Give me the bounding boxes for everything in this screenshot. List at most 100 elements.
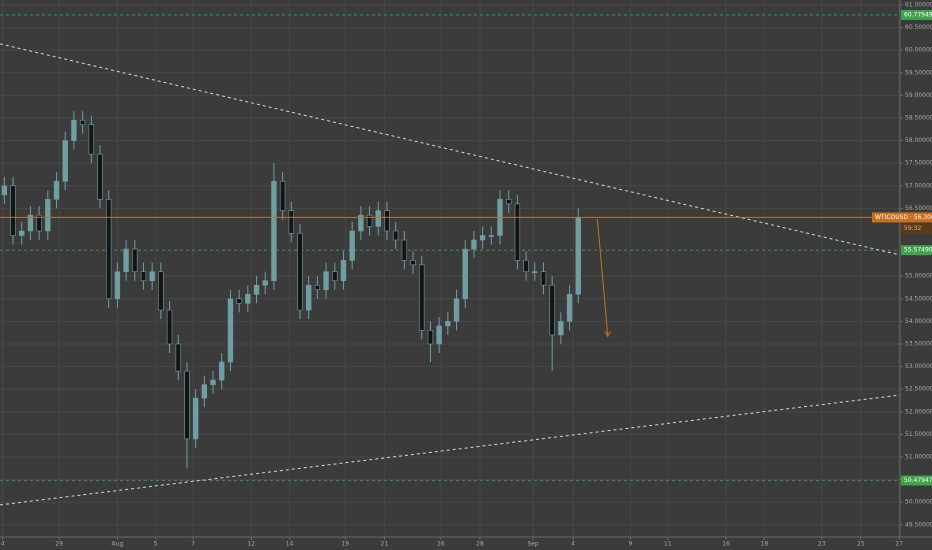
candle-body bbox=[462, 248, 468, 300]
trendline bbox=[0, 394, 901, 506]
y-tick-label: 52.50000 bbox=[905, 386, 932, 393]
y-tick-label: 60.00000 bbox=[905, 47, 932, 54]
x-tick-label: 19 bbox=[341, 541, 349, 548]
candle-body bbox=[514, 203, 521, 261]
level-tag bbox=[901, 9, 932, 20]
candle-body bbox=[549, 284, 555, 336]
candle-body bbox=[114, 271, 121, 300]
candle-body bbox=[436, 325, 442, 345]
x-tick-label: Aug bbox=[112, 541, 124, 548]
y-tick-label: 51.00000 bbox=[905, 453, 932, 460]
candle-body bbox=[540, 271, 547, 286]
candle-body bbox=[279, 180, 286, 211]
x-tick-label: 28 bbox=[476, 541, 484, 548]
candle-body bbox=[106, 199, 112, 300]
candle-body bbox=[53, 180, 60, 200]
candle-body bbox=[79, 119, 86, 126]
x-tick-label: Sep bbox=[527, 541, 539, 548]
y-tick-label: 58.00000 bbox=[905, 137, 932, 144]
candle-body bbox=[532, 271, 538, 273]
grid bbox=[0, 0, 900, 537]
candle-body bbox=[471, 239, 477, 250]
candle-body bbox=[149, 271, 155, 282]
x-tick-label: 9 bbox=[629, 541, 633, 548]
price-tag-label: WTICOUSD · 56.30000 bbox=[875, 214, 932, 221]
candle-body bbox=[227, 298, 234, 363]
trendline bbox=[0, 43, 901, 256]
candle-body bbox=[479, 235, 486, 241]
x-tick-label: 16 bbox=[722, 541, 730, 548]
candle-body bbox=[575, 217, 581, 295]
candle-body bbox=[566, 293, 573, 322]
level-tag bbox=[901, 475, 932, 486]
candle-body bbox=[219, 361, 225, 381]
candle-body bbox=[506, 199, 512, 205]
candle-body bbox=[45, 199, 51, 232]
x-tick-label: 26 bbox=[437, 541, 445, 548]
y-tick-label: 53.50000 bbox=[905, 340, 932, 347]
x-tick-label: 29 bbox=[55, 541, 63, 548]
candle-body bbox=[210, 379, 216, 385]
x-tick-label: 27 bbox=[895, 541, 903, 548]
y-tick-label: 58.50000 bbox=[905, 114, 932, 121]
candle-body bbox=[201, 384, 208, 399]
y-tick-label: 50.00000 bbox=[905, 499, 932, 506]
x-tick-label: 21 bbox=[381, 541, 389, 548]
candle-body bbox=[427, 330, 434, 345]
level-label: 60.77949 bbox=[904, 11, 932, 18]
candle-body bbox=[140, 271, 147, 282]
y-tick-label: 59.50000 bbox=[905, 69, 932, 76]
candle-body bbox=[175, 343, 181, 372]
x-tick-label: 4 bbox=[1, 541, 5, 548]
candle-body bbox=[236, 298, 242, 304]
candle-body bbox=[453, 298, 460, 322]
candle-body bbox=[1, 185, 8, 196]
y-tick-label: 52.00000 bbox=[905, 408, 932, 415]
y-tick-label: 57.00000 bbox=[905, 182, 932, 189]
candle-body bbox=[488, 235, 494, 237]
candle-body bbox=[349, 230, 355, 261]
plot bbox=[0, 14, 901, 506]
y-tick-label: 60.50000 bbox=[905, 24, 932, 31]
candle-body bbox=[288, 210, 294, 234]
y-tick-label: 56.50000 bbox=[905, 205, 932, 212]
candle-body bbox=[523, 260, 529, 272]
candle-body bbox=[366, 214, 373, 227]
level-label: 50.47947 bbox=[904, 477, 932, 484]
candle-body bbox=[97, 153, 103, 200]
y-tick-label: 55.00000 bbox=[905, 273, 932, 280]
candle-body bbox=[192, 397, 199, 440]
arrow-head bbox=[604, 331, 611, 338]
candle-body bbox=[245, 293, 251, 304]
candle-body bbox=[88, 124, 94, 155]
candle-body bbox=[558, 321, 564, 336]
arrow bbox=[596, 219, 609, 337]
candle-body bbox=[340, 260, 347, 282]
candle-body bbox=[36, 214, 42, 232]
x-tick-label: 18 bbox=[761, 541, 769, 548]
level-tag bbox=[901, 245, 932, 256]
candle-body bbox=[375, 210, 381, 227]
candle-body bbox=[184, 370, 190, 440]
x-tick-label: 7 bbox=[191, 541, 195, 548]
candle-body bbox=[158, 271, 164, 311]
candle-body bbox=[123, 248, 129, 272]
y-tick-label: 54.50000 bbox=[905, 295, 932, 302]
candle-body bbox=[358, 214, 364, 232]
y-tick-label: 53.00000 bbox=[905, 363, 932, 370]
y-tick-label: 54.00000 bbox=[905, 318, 932, 325]
candle-body bbox=[401, 239, 408, 261]
candle-body bbox=[27, 214, 34, 232]
candle-body bbox=[132, 248, 138, 272]
candle-body bbox=[384, 210, 390, 232]
y-tick-label: 59.00000 bbox=[905, 92, 932, 99]
candle-body bbox=[10, 185, 16, 236]
y-tick-label: 49.50000 bbox=[905, 521, 932, 528]
candle-body bbox=[19, 230, 25, 236]
y-tick-label: 61.00000 bbox=[905, 1, 932, 8]
level-label: 55.57490 bbox=[904, 247, 932, 254]
y-tick-label: 57.50000 bbox=[905, 160, 932, 167]
candle-body bbox=[392, 230, 399, 241]
